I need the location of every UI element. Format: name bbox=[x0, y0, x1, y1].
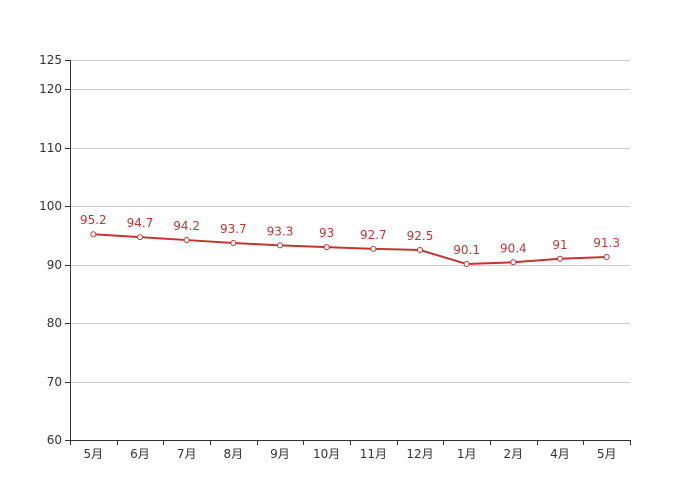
data-point bbox=[323, 244, 330, 251]
x-tick-label: 7月 bbox=[177, 447, 197, 461]
data-label: 93 bbox=[319, 226, 334, 240]
data-point bbox=[277, 242, 283, 249]
data-point bbox=[510, 259, 517, 266]
x-tick-label: 11月 bbox=[360, 447, 387, 461]
x-tick-label: 5月 bbox=[597, 447, 617, 461]
data-point bbox=[230, 239, 237, 246]
data-point bbox=[603, 254, 610, 261]
data-point bbox=[463, 261, 470, 268]
x-tick-label: 6月 bbox=[130, 447, 150, 461]
y-tick-label: 125 bbox=[39, 53, 62, 67]
y-tick-label: 60 bbox=[47, 433, 62, 447]
axes: 60 70 80 90 100 110 120 125 5月 6月 7月 8月 9月 10月 11月 12月 1… bbox=[39, 53, 631, 461]
data-label: 90.4 bbox=[500, 241, 527, 255]
series-line bbox=[93, 233, 607, 266]
data-label: 91.3 bbox=[593, 236, 620, 250]
data-label: 92.5 bbox=[407, 229, 434, 243]
x-tick-label: 4月 bbox=[550, 447, 570, 461]
gridlines bbox=[70, 60, 630, 383]
y-tick-label: 80 bbox=[47, 316, 62, 330]
data-labels: 95.2 94.7 94.2 93.7 93.3 93 92.7 92.5 90.1 90.4 91… bbox=[80, 213, 620, 257]
series bbox=[90, 231, 610, 268]
data-label: 95.2 bbox=[80, 213, 107, 227]
y-tick-label: 100 bbox=[39, 199, 62, 213]
x-tick-label: 10月 bbox=[313, 447, 340, 461]
y-tick-label: 70 bbox=[47, 375, 62, 389]
data-point bbox=[370, 245, 377, 252]
y-tick-label: 120 bbox=[39, 82, 62, 96]
y-tick-label: 110 bbox=[39, 141, 62, 155]
x-tick-label: 2月 bbox=[504, 447, 524, 461]
data-point bbox=[90, 231, 97, 238]
x-tick-label: 5月 bbox=[84, 447, 104, 461]
data-label: 94.7 bbox=[127, 216, 154, 230]
x-tick-label: 8月 bbox=[224, 447, 244, 461]
x-tick-label: 12月 bbox=[406, 447, 433, 461]
data-point bbox=[417, 247, 423, 253]
data-label: 93.3 bbox=[267, 224, 294, 238]
data-label: 92.7 bbox=[360, 228, 387, 242]
data-point bbox=[557, 255, 563, 262]
data-point bbox=[137, 234, 143, 241]
data-label: 94.2 bbox=[173, 219, 200, 233]
data-label: 93.7 bbox=[220, 222, 247, 236]
x-tick-label: 9月 bbox=[270, 447, 290, 461]
data-point bbox=[183, 237, 190, 244]
data-label: 91 bbox=[552, 238, 567, 252]
data-label: 90.1 bbox=[453, 243, 480, 257]
x-tick-label: 1月 bbox=[457, 447, 477, 461]
y-tick-label: 90 bbox=[47, 258, 62, 272]
